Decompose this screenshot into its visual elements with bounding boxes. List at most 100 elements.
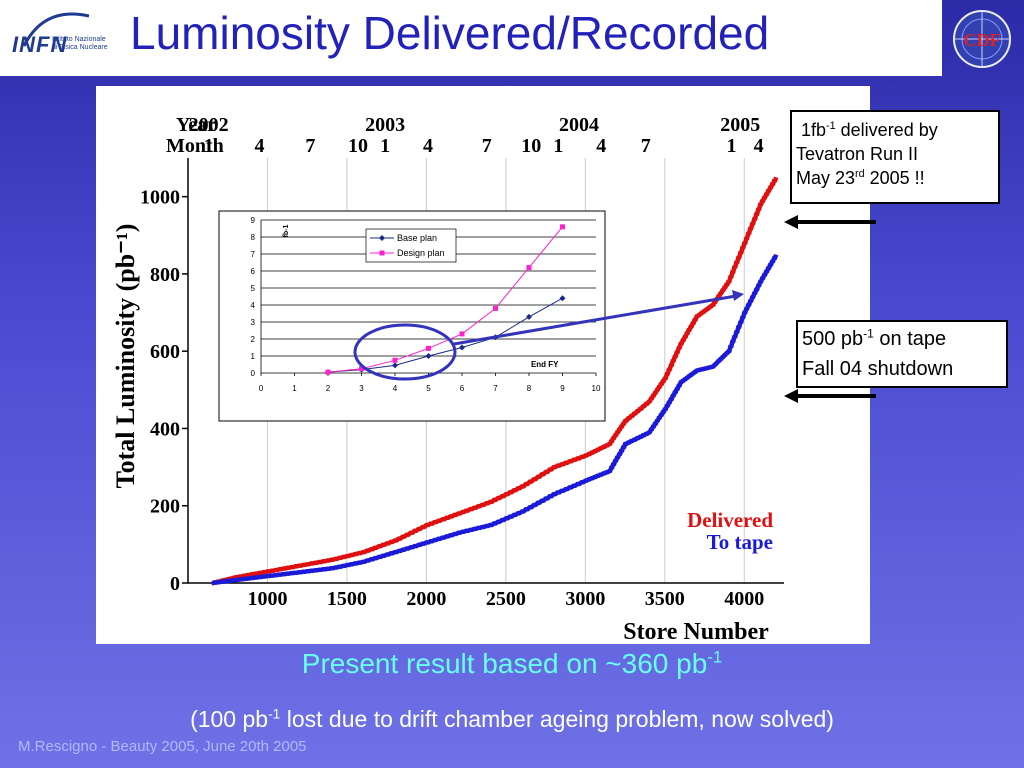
inset-legend-box	[365, 228, 457, 263]
inset-y-unit-label: fb-1	[283, 224, 290, 237]
x-tick-label: 2000	[406, 588, 446, 610]
inset-y-tick-label: 0	[251, 369, 256, 378]
callout2-line1-rest: on tape	[873, 328, 947, 350]
y-tick-label: 600	[150, 341, 180, 363]
inset-x-tick-label: 5	[426, 384, 431, 393]
inset-chart: 0 1 2 3 4 5 6 7 8 9 0 1 2 3 4 5 6 7 8 9 10 fb-1 End FY Base pla…	[218, 210, 606, 422]
chart-axes	[182, 158, 784, 584]
callout1-line1-rest: delivered by	[835, 120, 938, 140]
chart-tick-labels: 1000 1500 2000 2500 3000 3500 4000020040060080…	[140, 187, 764, 610]
callout-arrows	[784, 215, 876, 403]
callout2-line1-text: 500 pb	[802, 328, 864, 350]
x-tick-label: 1000	[247, 588, 287, 610]
highlight-ellipse	[353, 323, 457, 381]
inset-point	[392, 357, 398, 363]
callout1-line1-text: 1fb	[801, 120, 827, 140]
inset-x-tick-label: 9	[560, 384, 565, 393]
inset-point	[560, 224, 565, 230]
inset-x-tick-label: 6	[460, 384, 465, 393]
callout1-line3-text: May 23	[796, 168, 856, 188]
slide-header: INFN Istituto Nazionale di Fisica Nuclea…	[0, 0, 942, 76]
plot-panel: 1000 1500 2000 2500 3000 3500 4000 0 200 400 600 80…	[96, 86, 870, 645]
result-text: Present result based on ~360 pb-1	[0, 648, 1024, 680]
month-tick-label: 10	[521, 135, 541, 157]
inset-annotation: End FY	[531, 360, 559, 369]
legend-to-tape: To tape	[707, 530, 773, 554]
note-text-pre: (100 pb	[190, 706, 269, 732]
inset-x-tick-label: 1	[292, 384, 297, 393]
year-tick-label: 2003	[365, 114, 405, 136]
month-tick-label: 1	[553, 135, 563, 157]
month-tick-label: 10	[348, 135, 368, 157]
highlight-arrow	[453, 294, 737, 346]
y-tick-label: 400	[150, 418, 180, 440]
inset-point	[392, 362, 398, 369]
inset-point	[459, 344, 465, 351]
y-axis-label: Total Luminosity (pb⁻¹)	[111, 224, 140, 489]
y-tick-label: 0	[170, 573, 180, 595]
callout1-line2: Tevatron Run II	[796, 144, 919, 164]
inset-point	[325, 369, 331, 375]
inset-y-tick-label: 1	[251, 352, 256, 361]
x-tick-label: 2500	[486, 588, 526, 610]
month-tick-label: 4	[596, 135, 606, 157]
result-text-main: Present result based on ~360 pb	[301, 648, 708, 679]
inset-y-tick-label: 6	[251, 267, 256, 276]
arrow-left-icon	[784, 389, 798, 403]
x-tick-label: 1500	[327, 588, 367, 610]
inset-y-tick-label: 5	[251, 284, 256, 293]
inset-x-tick-label: 4	[393, 384, 398, 393]
inset-y-tick-label: 4	[251, 301, 256, 310]
inset-y-tick-label: 8	[251, 233, 256, 242]
month-tick-label: 4	[255, 135, 265, 157]
callout-500pb-on-tape: 500 pb-1 on tape Fall 04 shutdown	[796, 320, 1008, 388]
month-tick-label: 4	[423, 135, 433, 157]
diamond-marker-icon	[379, 235, 385, 241]
month-axis-label: Month	[166, 135, 224, 157]
inset-x-tick-label: 8	[527, 384, 532, 393]
month-tick-label: 1	[204, 135, 214, 157]
callout1-line3-sup: rd	[855, 168, 865, 180]
infn-logo-subtext: Istituto Nazionale di Fisica Nucleare	[52, 36, 108, 51]
x-axis-label: Store Number	[623, 619, 769, 644]
inset-point	[426, 345, 431, 351]
infn-swoosh-icon	[22, 12, 90, 47]
slide-title: Luminosity Delivered/Recorded	[130, 7, 770, 59]
inset-x-tick-label: 0	[259, 384, 264, 393]
inset-point	[359, 366, 364, 372]
inset-x-tick-label: 2	[326, 384, 331, 393]
callout-1fb-delivered: 1fb-1 delivered by Tevatron Run II May 2…	[790, 110, 1000, 204]
month-tick-label: 7	[482, 135, 492, 157]
note-text-sup: -1	[268, 706, 281, 722]
inset-y-tick-label: 3	[251, 318, 256, 327]
callout2-line1-sup: -1	[863, 326, 874, 341]
inset-x-tick-label: 3	[359, 384, 364, 393]
x-tick-label: 4000	[724, 588, 764, 610]
result-text-sup: -1	[707, 647, 723, 667]
callout1-line3-rest: 2005 !!	[864, 168, 925, 188]
inset-point	[526, 313, 532, 320]
year-tick-label: 2004	[559, 114, 599, 136]
year-tick-label: 2002	[189, 114, 229, 136]
note-text-post: lost due to drift chamber ageing problem…	[280, 706, 834, 732]
inset-y-tick-label: 9	[251, 216, 256, 225]
inset-point	[493, 305, 498, 311]
month-tick-label: 4	[754, 135, 764, 157]
callout2-line1: 500 pb-1 on tape	[802, 324, 1002, 354]
inset-point	[425, 353, 432, 359]
highlight-arrowhead-icon	[732, 290, 744, 301]
inset-legend-label: Base plan	[397, 233, 437, 243]
inset-y-tick-label: 7	[251, 250, 256, 259]
footer-text: M.Rescigno - Beauty 2005, June 20th 2005	[18, 738, 307, 755]
callout2-line2: Fall 04 shutdown	[802, 358, 954, 380]
chart-series	[211, 176, 779, 586]
inset-point	[559, 295, 566, 302]
inset-series-line	[327, 226, 563, 373]
y-tick-label: 1000	[140, 187, 180, 209]
month-tick-label: 1	[380, 135, 390, 157]
legend-delivered: Delivered	[687, 508, 773, 532]
year-axis-label: Year	[176, 114, 216, 136]
luminosity-chart: 1000 1500 2000 2500 3000 3500 4000020040060080…	[111, 114, 784, 645]
callout1-line1: 1fb-1 delivered by	[796, 118, 994, 142]
inset-y-tick-label: 2	[251, 335, 256, 344]
